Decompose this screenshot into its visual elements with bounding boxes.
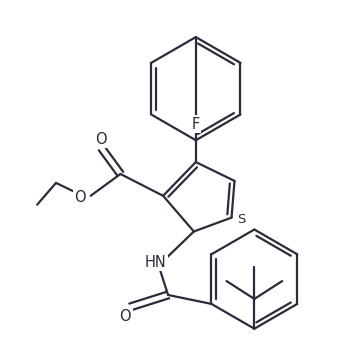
Text: HN: HN bbox=[144, 255, 166, 270]
Text: O: O bbox=[120, 309, 131, 324]
Text: O: O bbox=[95, 132, 106, 147]
Text: S: S bbox=[237, 213, 246, 226]
Text: F: F bbox=[192, 117, 200, 132]
Text: O: O bbox=[74, 190, 86, 205]
